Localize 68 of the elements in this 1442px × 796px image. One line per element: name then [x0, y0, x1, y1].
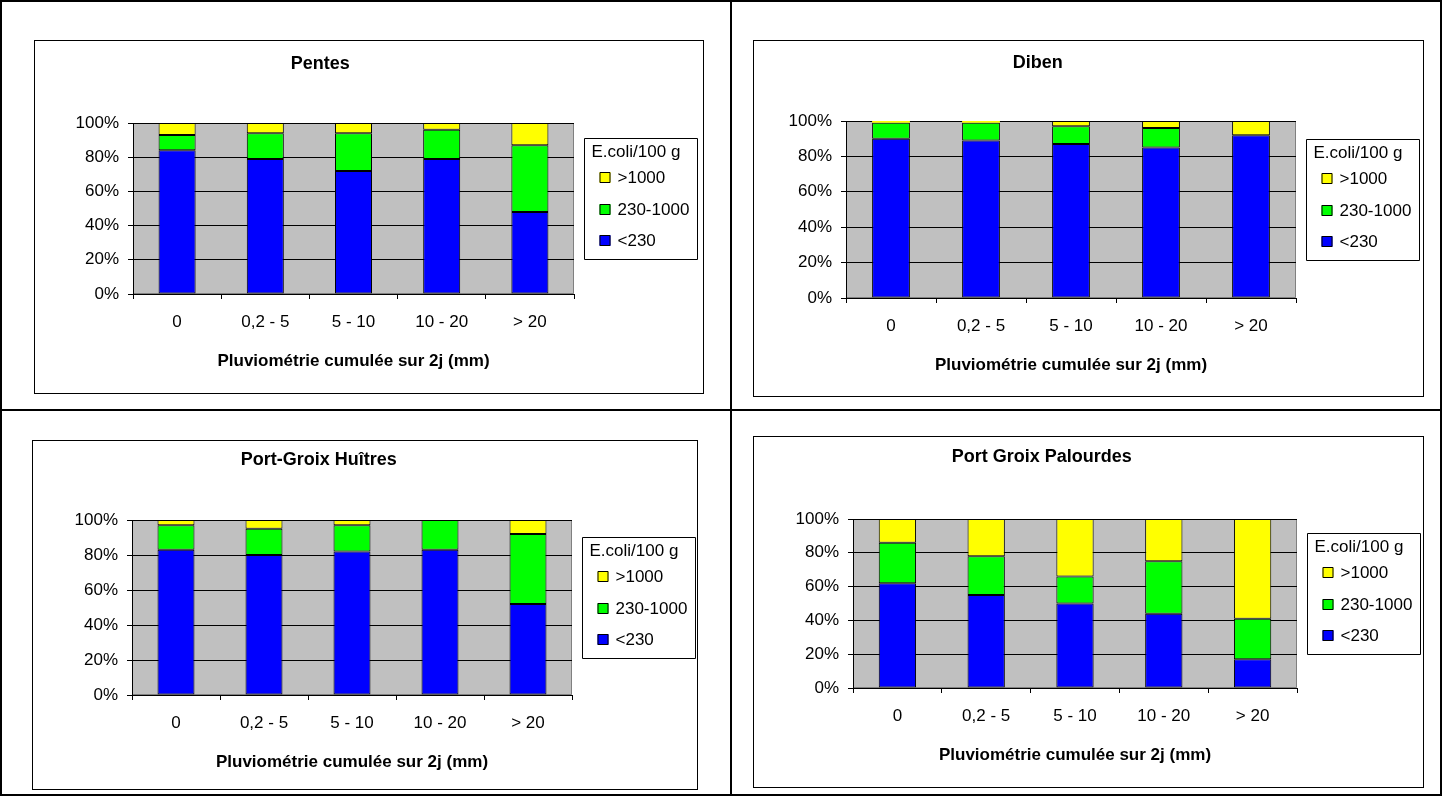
x-tick-label: 10 - 20: [1134, 315, 1188, 335]
legend-label: >1000: [1340, 563, 1389, 583]
legend-label: 230-1000: [615, 598, 688, 618]
x-tick-label: > 20: [511, 712, 545, 732]
y-tick-label: 80%: [804, 542, 839, 562]
y-tick-label: 0%: [94, 283, 119, 303]
x-tick-label: 5 - 10: [330, 712, 374, 732]
x-tick-label: > 20: [1234, 315, 1268, 335]
x-axis-title: Pluviométrie cumulée sur 2j (mm): [215, 752, 489, 772]
x-tick-label: 5 - 10: [1049, 315, 1093, 335]
legend-title: E.coli/100 g: [1314, 537, 1404, 557]
x-tick-label: 5 - 10: [331, 311, 376, 331]
chart-title: Port Groix Palourdes: [951, 445, 1132, 466]
legend-title: E.coli/100 g: [591, 142, 681, 162]
chart-title: Diben: [1012, 51, 1063, 72]
y-tick-label: 100%: [788, 110, 832, 130]
y-tick-label: 40%: [797, 216, 832, 236]
y-tick-label: 20%: [797, 252, 832, 272]
y-tick-label: 40%: [84, 215, 119, 235]
y-tick-label: 100%: [74, 509, 118, 529]
legend-label: 230-1000: [1340, 594, 1413, 614]
y-tick-label: 80%: [83, 544, 118, 564]
legend-label: >1000: [615, 567, 664, 587]
x-tick-label: 0,2 - 5: [241, 311, 290, 331]
y-tick-label: 20%: [84, 249, 119, 269]
chart-title: Pentes: [290, 52, 350, 73]
y-tick-label: 0%: [93, 684, 118, 704]
y-tick-label: 80%: [797, 146, 832, 166]
x-tick-label: 5 - 10: [1053, 705, 1097, 725]
legend-label: >1000: [1339, 169, 1388, 189]
y-tick-label: 60%: [797, 181, 832, 201]
legend-label: <230: [1340, 626, 1379, 646]
x-tick-label: 0,2 - 5: [956, 315, 1006, 335]
x-tick-label: > 20: [1235, 705, 1270, 725]
legend-label: <230: [615, 630, 654, 650]
y-tick-label: 60%: [83, 579, 118, 599]
y-tick-label: 20%: [804, 643, 839, 663]
x-tick-label: 0,2 - 5: [239, 712, 289, 732]
x-tick-label: 0: [171, 712, 181, 732]
x-axis-title: Pluviométrie cumulée sur 2j (mm): [934, 355, 1208, 375]
legend-label: >1000: [617, 168, 666, 188]
x-tick-label: 10 - 20: [415, 311, 469, 331]
x-tick-label: > 20: [513, 311, 547, 331]
x-tick-label: 0: [886, 315, 896, 335]
y-tick-label: 20%: [83, 649, 118, 669]
x-axis-title: Pluviométrie cumulée sur 2j (mm): [938, 745, 1212, 765]
y-tick-label: 60%: [84, 181, 119, 201]
x-tick-label: 0,2 - 5: [962, 705, 1011, 725]
y-tick-label: 0%: [814, 677, 839, 697]
x-axis-title: Pluviométrie cumulée sur 2j (mm): [217, 351, 490, 371]
legend-label: 230-1000: [1339, 200, 1412, 220]
y-tick-label: 60%: [804, 576, 839, 596]
legend-label: 230-1000: [617, 199, 690, 219]
y-tick-label: 40%: [804, 610, 839, 630]
legend-title: E.coli/100 g: [589, 541, 679, 561]
y-tick-label: 100%: [795, 508, 839, 528]
chart-title: Port-Groix Huîtres: [240, 448, 397, 469]
y-tick-label: 40%: [83, 614, 118, 634]
y-tick-label: 0%: [807, 287, 832, 307]
x-tick-label: 0: [892, 705, 903, 725]
y-tick-label: 100%: [75, 112, 119, 132]
x-tick-label: 0: [172, 311, 182, 331]
legend-label: <230: [1339, 232, 1378, 252]
x-tick-label: 10 - 20: [413, 712, 467, 732]
legend-title: E.coli/100 g: [1313, 143, 1403, 163]
legend-label: <230: [617, 231, 656, 251]
y-tick-label: 80%: [84, 146, 119, 166]
x-tick-label: 10 - 20: [1137, 705, 1191, 725]
